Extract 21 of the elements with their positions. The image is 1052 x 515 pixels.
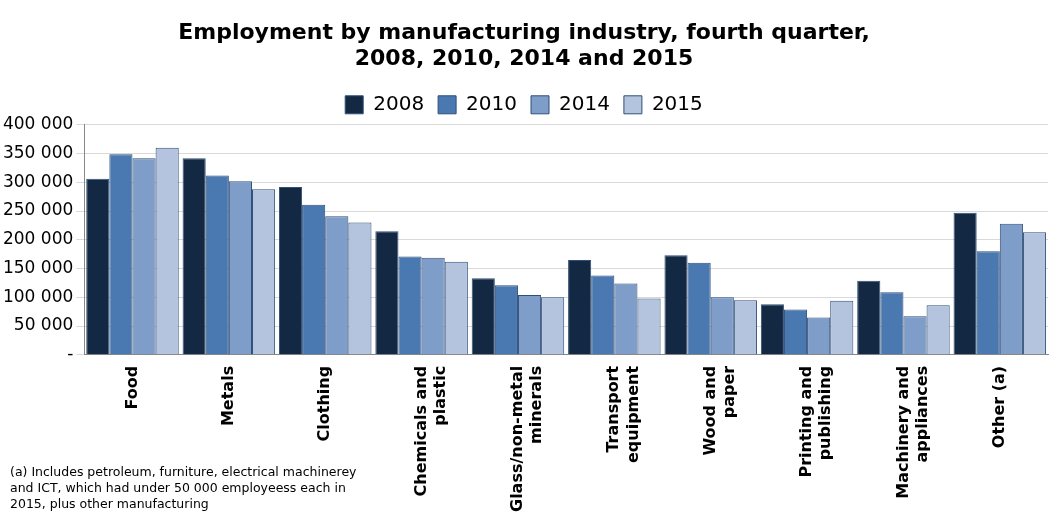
y-tick-label: 50 000 xyxy=(13,314,74,335)
legend-label: 2014 xyxy=(559,91,610,115)
x-tick-label: Metals xyxy=(218,365,238,427)
legend-label: 2008 xyxy=(373,91,425,115)
chart-title: Employment by manufacturing industry, fourth quarter, 2008, 2010, 2014 and 2015 xyxy=(178,18,870,71)
y-tick-label: - xyxy=(67,343,74,364)
y-tick-label: 100 000 xyxy=(2,285,74,306)
legend-label: 2015 xyxy=(651,91,703,115)
x-tick-label: Clothing xyxy=(314,365,334,442)
y-tick-label: 400 000 xyxy=(2,113,74,134)
text: (a) Includes petroleum, furniture, electrical machinerey and ICT, which had under 50 000 employeess each in 2015, plus other manufacturing xyxy=(10,464,358,512)
x-tick-label: Wood and paper xyxy=(699,365,739,456)
y-tick-label: 200 000 xyxy=(2,228,74,249)
y-tick-label: 300 000 xyxy=(2,170,74,191)
y-tick-label: 350 000 xyxy=(2,141,74,162)
x-tick-label: Chemicals and plastic xyxy=(410,365,449,497)
x-tick-label: Food xyxy=(121,365,141,410)
legend-label: 2010 xyxy=(466,91,518,115)
y-tick-label: 250 000 xyxy=(2,199,74,220)
x-tick-label: Other (a) xyxy=(988,365,1008,449)
y-tick-label: 150 000 xyxy=(2,256,74,277)
